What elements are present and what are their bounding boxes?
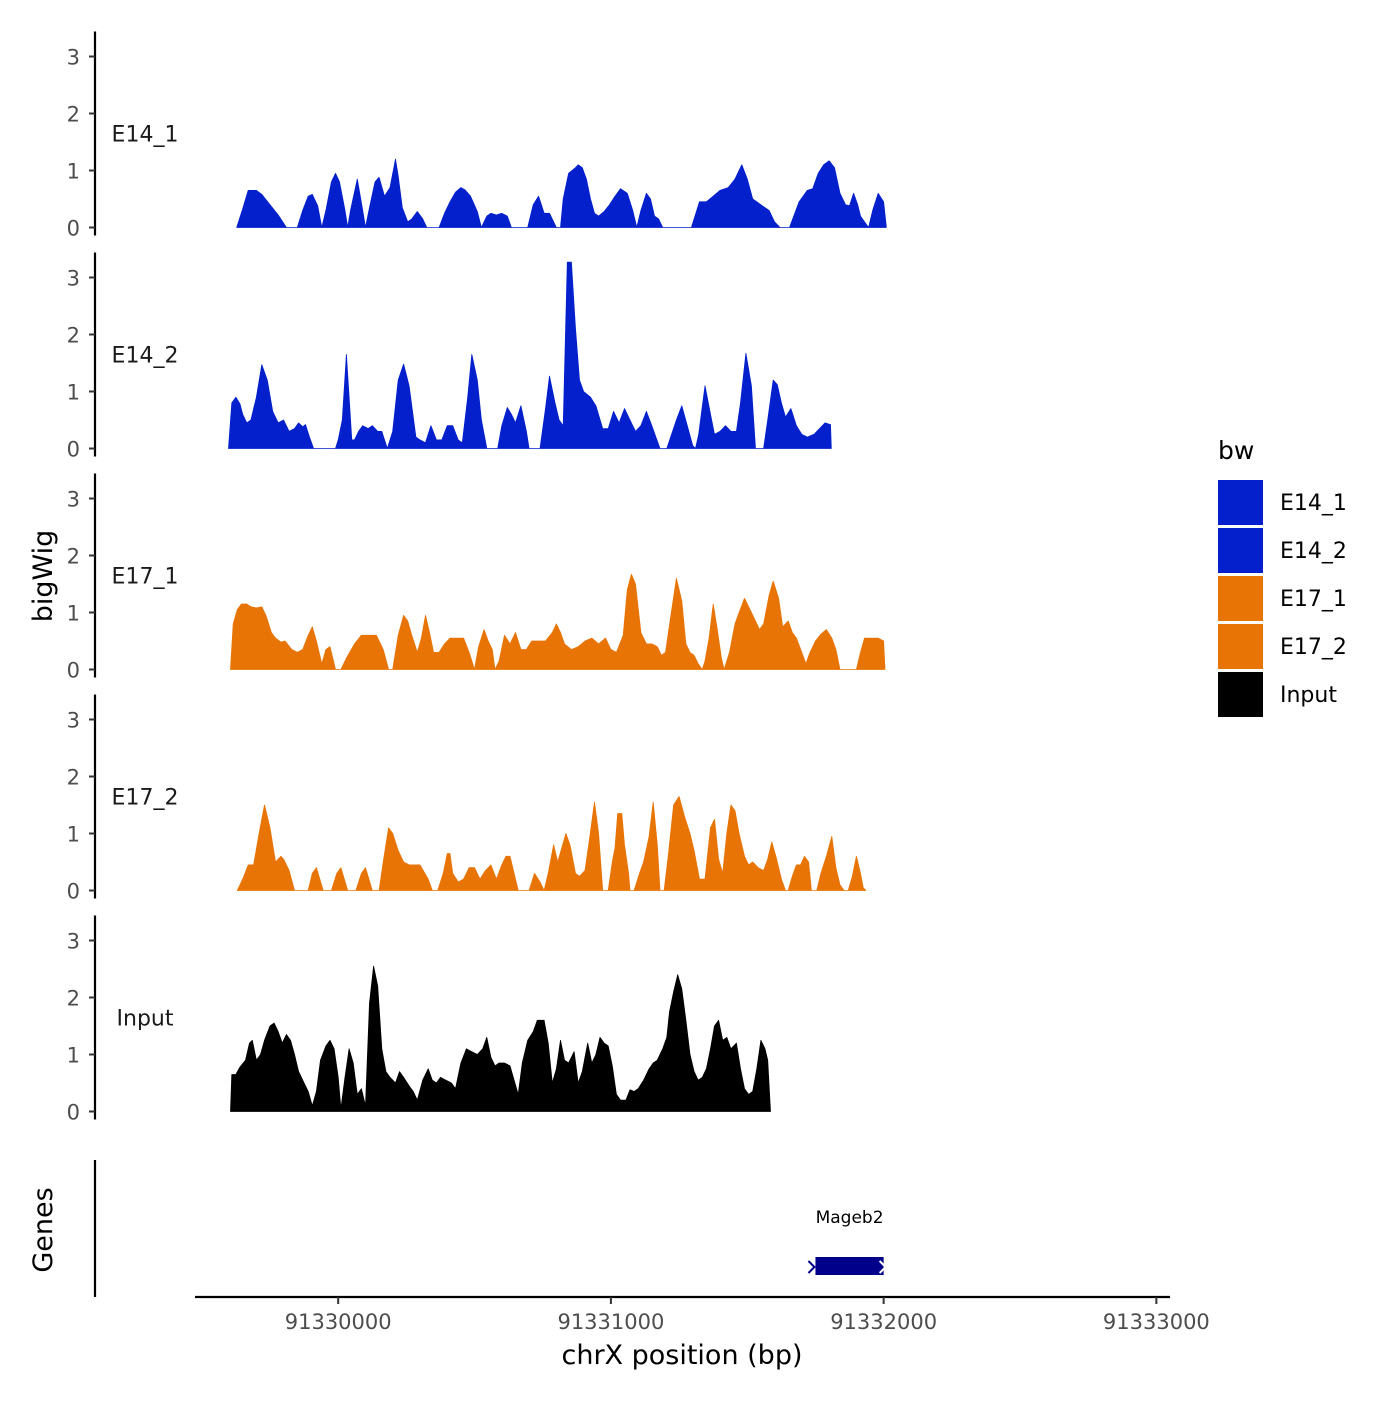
y-tick-label: 1 [67,823,80,847]
y-tick-label: 0 [67,880,80,904]
signal-area [230,573,886,670]
legend-title: bw [1218,436,1254,465]
signal-area [236,158,887,228]
legend-label: Input [1280,683,1337,708]
signal-area [228,261,832,449]
legend-item-input: Input [1218,672,1337,717]
legend-label: E17_2 [1280,635,1347,660]
y-tick-label: 0 [67,1101,80,1125]
signal-area [236,796,867,891]
legend-swatch [1218,672,1263,717]
genes-layer: Mageb2 [93,1160,888,1297]
legend-label: E17_1 [1280,587,1347,612]
legend-swatch [1218,576,1263,621]
legend-item-e14-1: E14_1 [1218,480,1347,525]
legend: bw E14_1 E14_2 E17_1 E17_2 Input [1218,436,1347,717]
legend-label: E14_1 [1280,491,1347,516]
track-panel-input: 0 1 2 3 Input [67,915,771,1125]
x-tick-label: 91333000 [1103,1310,1210,1334]
legend-swatch [1218,624,1263,669]
genes-axis-title: Genes [28,1187,59,1272]
legend-swatch [1218,480,1263,525]
y-tick-label: 2 [67,987,80,1011]
legend-label: E14_2 [1280,539,1347,564]
y-tick-label: 3 [67,488,80,512]
strand-arrow-icon [878,1260,888,1274]
y-tick-label: 1 [67,160,80,184]
y-tick-label: 0 [67,217,80,241]
legend-item-e14-2: E14_2 [1218,528,1347,573]
strand-arrow-icon [807,1260,816,1274]
x-tick-label: 91332000 [830,1310,937,1334]
x-axis: 91330000 91331000 91332000 91333000 [195,1295,1210,1334]
y-tick-label: 3 [67,930,80,954]
x-axis-title: chrX position (bp) [561,1340,802,1371]
x-tick-label: 91330000 [285,1310,392,1334]
gene-body [815,1257,884,1275]
legend-item-e17-2: E17_2 [1218,624,1347,669]
signal-area [230,965,771,1112]
tracks-layer: 0 1 2 3 E14_1 0 1 2 3 E14_2 0 1 2 3 E17_1 0 1 2 3 E17_2 0 1 2 3… [67,31,887,1125]
y-tick-label: 1 [67,602,80,626]
y-tick-label: 3 [67,46,80,70]
track-label: Input [117,1007,174,1032]
track-panel-e17-2: 0 1 2 3 E17_2 [67,694,867,904]
y-tick-label: 2 [67,545,80,569]
y-tick-label: 0 [67,659,80,683]
y-tick-label: 2 [67,766,80,790]
y-tick-label: 0 [67,438,80,462]
gene-label: Mageb2 [816,1208,884,1228]
track-panel-e17-1: 0 1 2 3 E17_1 [67,473,886,683]
track-label: E17_2 [112,786,179,811]
track-panel-e14-2: 0 1 2 3 E14_2 [67,252,832,462]
track-panel-e14-1: 0 1 2 3 E14_1 [67,31,887,241]
track-label: E17_1 [112,565,179,590]
y-tick-label: 3 [67,709,80,733]
legend-swatch [1218,528,1263,573]
track-label: E14_2 [112,344,179,369]
y-tick-label: 2 [67,103,80,127]
gene-mageb2: Mageb2 [807,1208,888,1275]
x-tick-label: 91331000 [557,1310,664,1334]
y-axis-title: bigWig [28,530,59,623]
y-tick-label: 3 [67,267,80,291]
y-tick-label: 1 [67,381,80,405]
legend-item-e17-1: E17_1 [1218,576,1347,621]
track-label: E14_1 [112,123,179,148]
y-tick-label: 1 [67,1044,80,1068]
y-tick-label: 2 [67,324,80,348]
